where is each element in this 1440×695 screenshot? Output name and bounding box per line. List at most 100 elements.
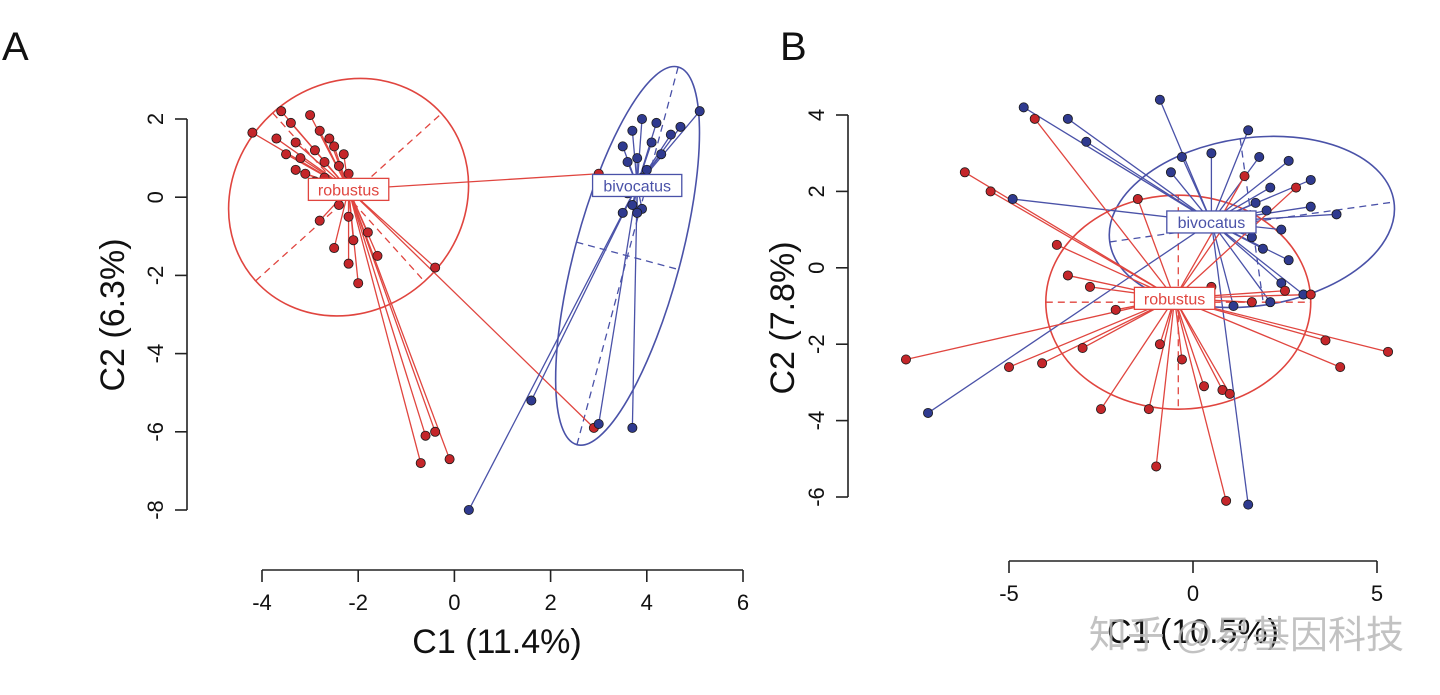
robustus-label: robustus xyxy=(307,177,390,202)
robustus-point xyxy=(420,430,431,441)
panel-b: B bivocatus robustus 4 2 0 -2 -4 -6 -5 0 5 C1 (1… xyxy=(764,25,1396,651)
robustus-spoke xyxy=(1155,298,1176,467)
bivocatus-point xyxy=(1062,113,1073,124)
robustus-point xyxy=(1037,358,1048,369)
robustus-point xyxy=(1077,343,1088,354)
robustus-point xyxy=(348,235,359,246)
robustus-spoke xyxy=(347,189,436,433)
bivocatus-spoke xyxy=(1210,130,1249,223)
robustus-point xyxy=(1004,362,1015,373)
robustus-point xyxy=(1383,346,1394,357)
bivocatus-point xyxy=(1331,209,1342,220)
robustus-point xyxy=(324,133,335,144)
x-axis-title: C1 (10.5%) xyxy=(1107,613,1279,651)
robustus-point xyxy=(362,227,373,238)
robustus-point xyxy=(430,262,441,273)
robustus-point xyxy=(1320,335,1331,346)
robustus-spoke xyxy=(1173,298,1227,501)
bivocatus-point xyxy=(1154,94,1165,105)
y-tick-label: -2 xyxy=(804,334,829,354)
robustus-label-box xyxy=(307,177,390,202)
y-tick-label: 0 xyxy=(143,191,168,203)
robustus-label-text: robustus xyxy=(318,182,379,199)
robustus-point xyxy=(1154,339,1165,350)
bivocatus-point xyxy=(632,207,643,218)
x-tick-label: 0 xyxy=(448,590,460,615)
robustus-point xyxy=(1246,297,1257,308)
y-tick-label: -6 xyxy=(804,487,829,507)
x-tick-label: -2 xyxy=(348,590,368,615)
robustus-point xyxy=(1084,281,1095,292)
bivocatus-point xyxy=(1283,155,1294,166)
robustus-point xyxy=(300,168,311,179)
bivocatus-point xyxy=(636,114,647,125)
x-tick-label: 0 xyxy=(1187,581,1199,606)
robustus-point xyxy=(1110,304,1121,315)
robustus-point xyxy=(430,426,441,437)
robustus-spoke xyxy=(1174,175,1246,299)
robustus-point xyxy=(329,141,340,152)
robustus-point xyxy=(1224,388,1235,399)
bivocatus-spoke xyxy=(631,185,638,428)
x-axis-title: C1 (11.4%) xyxy=(412,623,581,661)
robustus-spoke xyxy=(1174,298,1224,391)
robustus-spoke xyxy=(348,188,595,429)
robustus-spoke xyxy=(348,173,599,191)
robustus-point xyxy=(309,145,320,156)
y-tick-label: -6 xyxy=(143,422,168,442)
bivocatus-spoke xyxy=(530,185,638,401)
bivocatus-point xyxy=(632,153,643,164)
robustus-point xyxy=(1305,289,1316,300)
robustus-point xyxy=(319,157,330,168)
robustus-label: robustus xyxy=(1133,286,1216,311)
robustus-point xyxy=(343,168,354,179)
bivocatus-spoke xyxy=(1085,141,1212,223)
robustus-spoke xyxy=(1173,298,1205,387)
bivocatus-spoke xyxy=(468,185,638,511)
robustus-point xyxy=(276,106,287,117)
x-tick-label: 4 xyxy=(641,590,653,615)
robustus-point xyxy=(1239,171,1250,182)
robustus-point xyxy=(1176,354,1187,365)
bivocatus-label-box xyxy=(591,173,683,198)
bivocatus-spoke xyxy=(927,221,1212,414)
robustus-point xyxy=(1051,239,1062,250)
robustus-point xyxy=(1221,495,1232,506)
bivocatus-label-box xyxy=(1166,210,1257,234)
bivocatus-spoke xyxy=(1210,221,1304,296)
robustus-point xyxy=(247,127,258,138)
bivocatus-spoke xyxy=(1210,221,1235,307)
robustus-spoke xyxy=(1137,198,1176,299)
y-axis-title: C2 (7.8%) xyxy=(764,241,802,394)
panel-a-letter: A xyxy=(2,25,29,69)
bivocatus-point xyxy=(627,200,638,211)
robustus-point xyxy=(959,167,970,178)
robustus-point xyxy=(1291,182,1302,193)
y-tick-label: -4 xyxy=(143,344,168,364)
bivocatus-point xyxy=(1228,300,1239,311)
bivocatus-point xyxy=(1018,102,1029,113)
y-tick-label: 0 xyxy=(804,262,829,274)
y-tick-label: -8 xyxy=(143,500,168,520)
panel-a: A robustus bivocatus 20-2-4-6-8 -4 -2 0 2 4 6 … xyxy=(2,25,749,661)
bivocatus-spoke xyxy=(1210,221,1249,505)
bivocatus-point xyxy=(1265,297,1276,308)
robustus-label-box xyxy=(1133,286,1216,311)
y-tick-label: 2 xyxy=(804,185,829,197)
bivocatus-spoke xyxy=(1023,106,1212,223)
x-tick-label: 6 xyxy=(737,590,749,615)
bivocatus-point xyxy=(1081,136,1092,147)
bivocatus-point xyxy=(1165,167,1176,178)
bivocatus-point xyxy=(1007,194,1018,205)
bivocatus-point xyxy=(1305,201,1316,212)
robustus-point xyxy=(1062,270,1073,281)
y-tick-label: -2 xyxy=(143,266,168,286)
robustus-spoke xyxy=(1174,187,1297,299)
y-tick-label: -4 xyxy=(804,411,829,431)
robustus-point xyxy=(415,458,426,469)
robustus-point xyxy=(290,137,301,148)
y-tick-label: 4 xyxy=(804,109,829,121)
robustus-spoke xyxy=(347,189,422,464)
bivocatus-point xyxy=(1246,232,1257,243)
bivocatus-point xyxy=(593,418,604,429)
